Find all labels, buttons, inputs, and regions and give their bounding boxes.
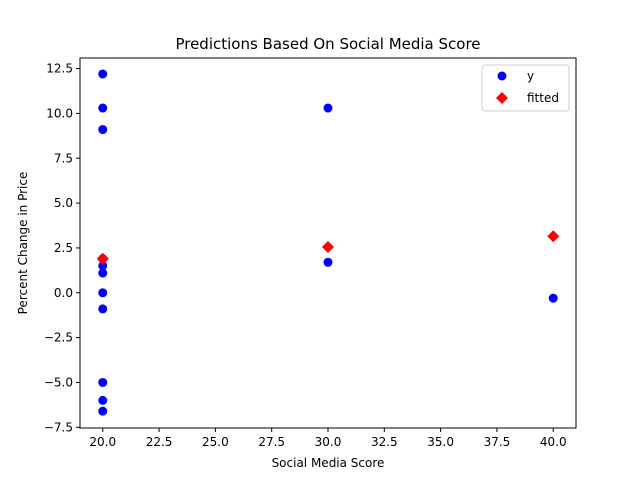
fitted-point <box>96 252 109 265</box>
y-point <box>323 257 333 267</box>
y-point <box>98 406 108 416</box>
x-tick-label: 37.5 <box>484 435 511 449</box>
x-tick-label: 30.0 <box>315 435 342 449</box>
legend-marker-y <box>497 71 507 81</box>
y-point <box>98 395 108 405</box>
plot-frame <box>79 57 577 429</box>
x-tick-label: 25.0 <box>202 435 229 449</box>
y-point <box>323 103 333 113</box>
legend-label-fitted: fitted <box>527 91 559 105</box>
fitted-point <box>547 230 560 243</box>
x-tick-label: 27.5 <box>258 435 285 449</box>
y-tick-label: −7.5 <box>44 420 73 434</box>
y-tick-label: 5.0 <box>54 196 73 210</box>
legend-label-y: y <box>527 69 534 83</box>
y-tick-label: 0.0 <box>54 286 73 300</box>
x-tick-label: 22.5 <box>146 435 173 449</box>
x-tick-label: 40.0 <box>540 435 567 449</box>
y-point <box>98 288 108 298</box>
y-point <box>98 377 108 387</box>
chart-title: Predictions Based On Social Media Score <box>175 35 480 53</box>
x-tick-label: 32.5 <box>371 435 398 449</box>
y-tick-label: 2.5 <box>54 241 73 255</box>
y-point <box>98 103 108 113</box>
fitted-point <box>322 241 334 254</box>
y-tick-label: 12.5 <box>46 62 73 76</box>
y-tick-label: −5.0 <box>44 375 73 389</box>
y-tick-label: 7.5 <box>54 151 73 165</box>
y-point <box>98 261 108 271</box>
y-point <box>98 125 108 135</box>
legend-marker-fitted <box>496 92 508 104</box>
y-point <box>98 268 108 278</box>
legend: y fitted <box>481 64 570 112</box>
y-point <box>548 293 558 303</box>
y-tick-label: 10.0 <box>46 106 73 120</box>
x-axis-label: Social Media Score <box>272 456 385 470</box>
y-point <box>98 69 108 79</box>
y-point <box>98 304 108 314</box>
x-tick-label: 35.0 <box>427 435 454 449</box>
y-axis-label: Percent Change in Price <box>16 172 30 315</box>
x-tick-label: 20.0 <box>89 435 116 449</box>
y-tick-label: −2.5 <box>44 331 73 345</box>
